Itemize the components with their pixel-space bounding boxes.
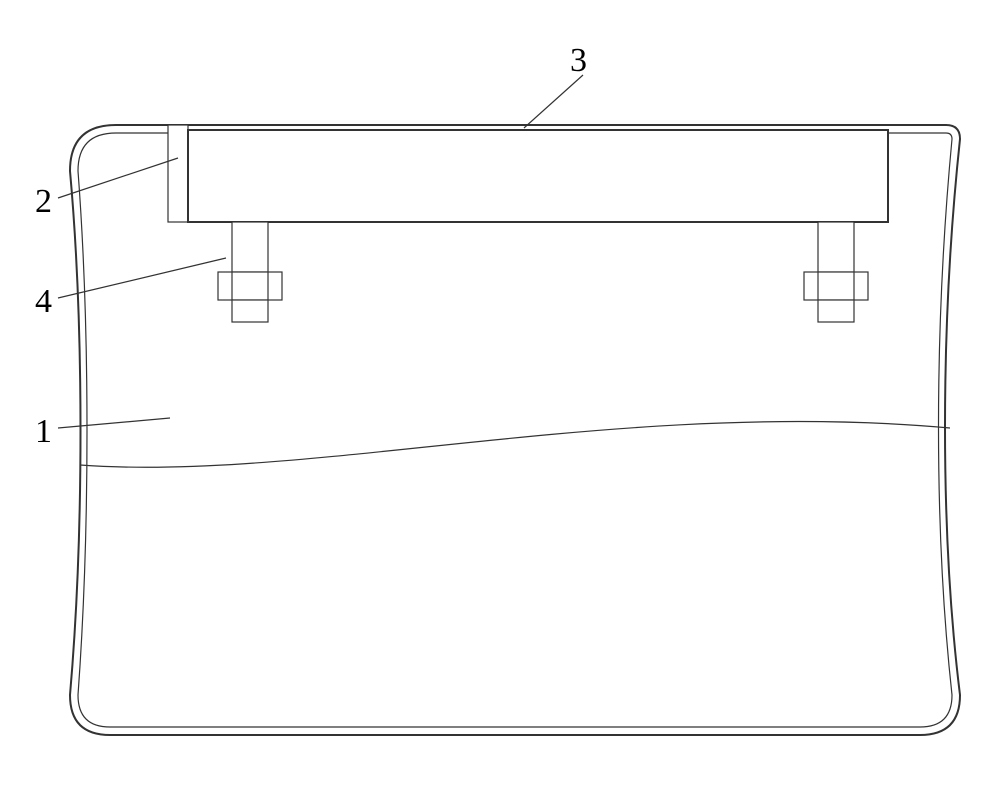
callout-leader-1 — [58, 418, 170, 428]
callout-label-3: 3 — [570, 42, 587, 80]
bolt-left — [218, 222, 282, 322]
callout-label-2: 2 — [35, 183, 52, 221]
liquid-wave-line — [80, 421, 950, 467]
callout-label-4: 4 — [35, 283, 52, 321]
callout-leader-3 — [524, 75, 583, 128]
groove-slot — [168, 125, 188, 222]
callout-leader-2 — [58, 158, 178, 198]
top-plate — [188, 130, 888, 222]
bolt-right — [804, 222, 868, 322]
callout-label-1: 1 — [35, 413, 52, 451]
